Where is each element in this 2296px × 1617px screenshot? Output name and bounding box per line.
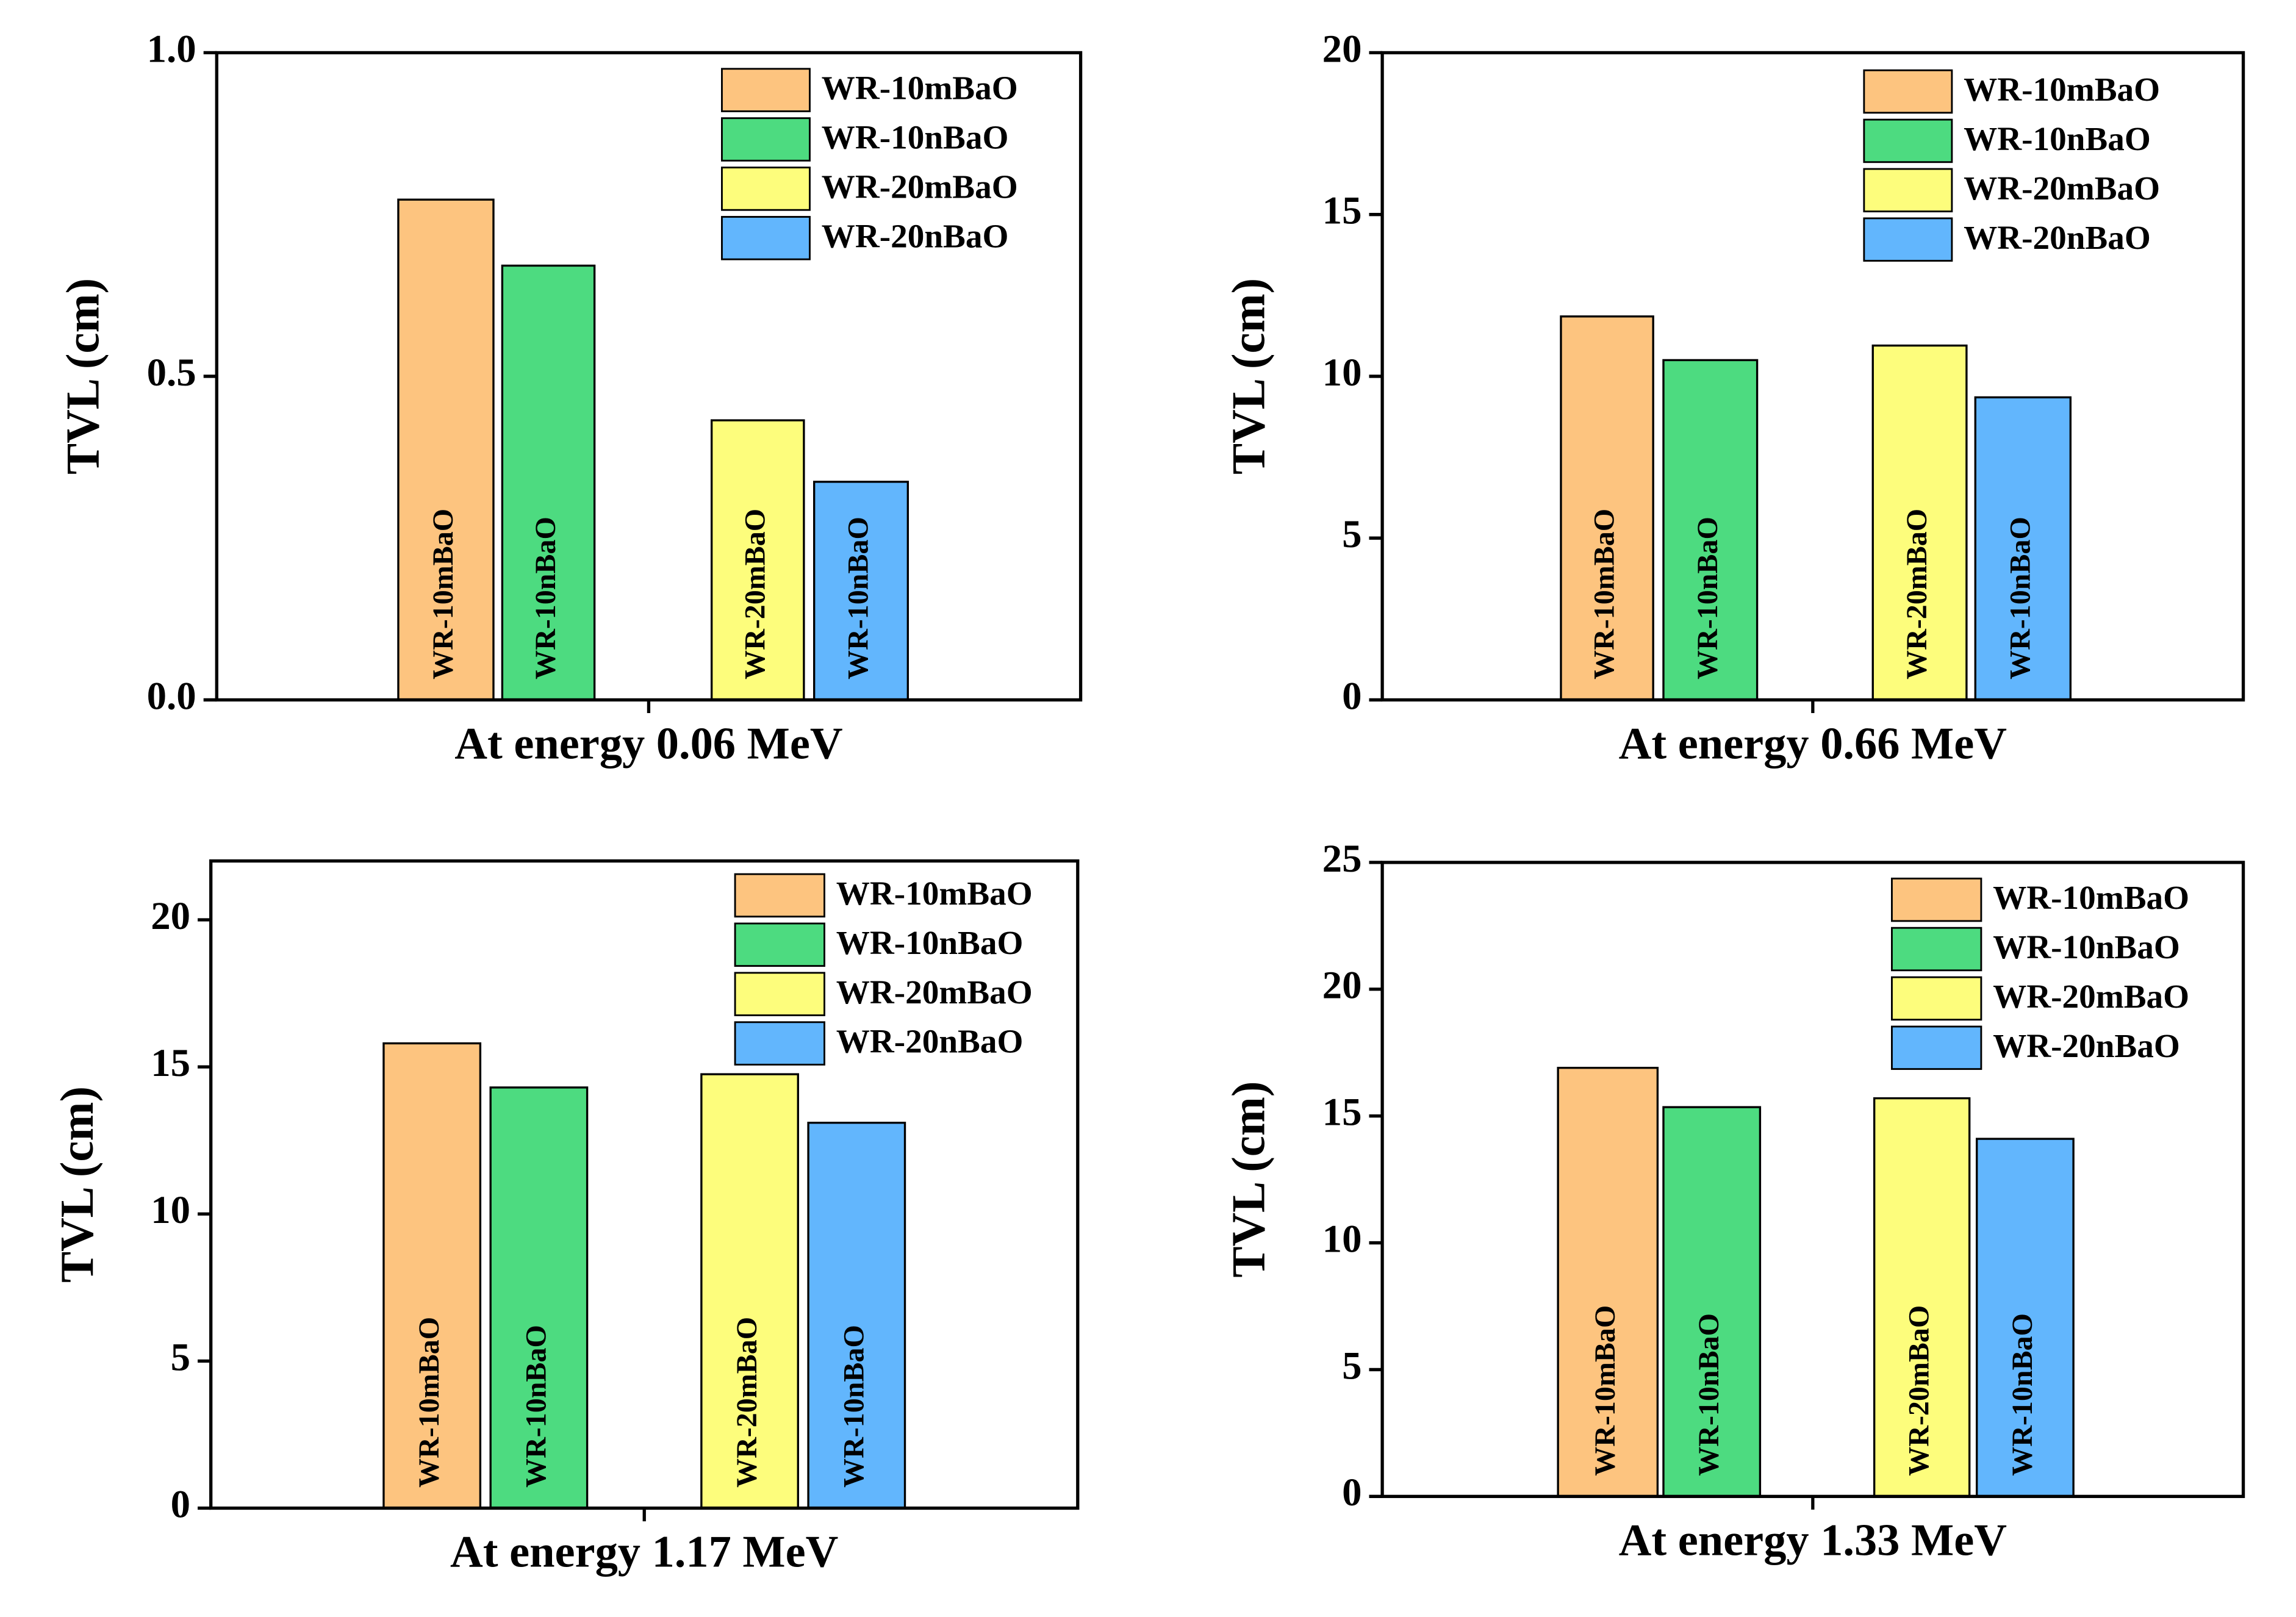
bar-wr-10nbao (489, 1086, 589, 1510)
bar-label: WR-20mBaO (731, 1317, 763, 1488)
legend-swatch (721, 167, 811, 211)
legend-swatch (734, 873, 825, 918)
x-axis-label: At energy 1.33 MeV (1619, 1515, 2007, 1565)
legend-swatch (1891, 976, 1982, 1021)
bar-wr-10mbao (382, 1042, 482, 1510)
y-tick-label: 20 (1322, 964, 1362, 1008)
y-tick-label: 0 (1342, 674, 1361, 718)
legend-swatch (1891, 927, 1982, 972)
y-tick-label: 1.0 (147, 27, 196, 71)
bar-label: WR-20mBaO (1903, 1305, 1935, 1476)
bar-wr-20nbao (807, 1122, 906, 1510)
y-tick-label: 10 (151, 1188, 190, 1232)
y-tick-label: 20 (151, 894, 190, 938)
y-tick-label: 15 (1322, 1091, 1362, 1135)
bar-label: WR-10nBaO (1693, 1313, 1725, 1476)
legend-swatch (734, 972, 825, 1016)
bar-label: WR-10nBaO (529, 517, 562, 679)
bar-label: WR-10mBaO (1589, 1305, 1621, 1476)
bar-label: WR-10mBaO (1588, 509, 1621, 679)
legend-swatch (721, 68, 811, 112)
bar-wr-10mbao (397, 198, 495, 701)
legend-swatch (1863, 69, 1953, 114)
y-tick-label: 20 (1322, 27, 1362, 71)
legend-label: WR-10mBaO (822, 70, 1018, 107)
bar-wr-10mbao (1557, 1066, 1659, 1498)
legend-label: WR-10nBaO (822, 119, 1009, 156)
bar-label: WR-10mBaO (413, 1317, 445, 1488)
bar-wr-20nbao (813, 481, 909, 701)
y-axis-label: TVL (cm) (1222, 1081, 1274, 1278)
legend-swatch (734, 1021, 825, 1066)
y-tick-label: 10 (1322, 1217, 1362, 1261)
y-tick-label: 0 (171, 1482, 190, 1526)
chart-panel-1: WR-10mBaO WR-10nBaO WR-20mBaO WR-10nBaO 0.0 0… (57, 27, 1083, 769)
bar-wr-20mbao (1871, 344, 1968, 701)
bar-wr-10nbao (1662, 359, 1759, 701)
bar-label: WR-10nBaO (838, 1325, 870, 1488)
y-tick-label: 5 (1342, 1344, 1361, 1388)
bar-wr-10nbao (1662, 1106, 1762, 1498)
bar-wr-20nbao (1974, 396, 2072, 701)
legend-label: WR-10mBaO (836, 875, 1033, 912)
legend-label: WR-10nBaO (1993, 928, 2180, 966)
y-tick-label: 0.5 (147, 351, 196, 395)
legend-label: WR-20mBaO (822, 168, 1018, 205)
y-tick-label: 5 (1342, 512, 1361, 556)
y-tick-label: 0 (1342, 1471, 1361, 1515)
bar-label: WR-20mBaO (739, 509, 771, 679)
legend-swatch (1863, 118, 1953, 163)
legend-label: WR-20mBaO (836, 973, 1033, 1011)
y-tick-label: 10 (1322, 351, 1362, 395)
legend-label: WR-20mBaO (1993, 978, 2189, 1015)
bar-label: WR-10nBaO (1692, 517, 1724, 679)
chart-panel-4: WR-10mBaO WR-10nBaO WR-20mBaO WR-10nBaO 0 5 10… (1222, 837, 2245, 1565)
bar-label: WR-10nBaO (842, 517, 875, 679)
legend-swatch (721, 216, 811, 260)
y-tick-label: 25 (1322, 837, 1362, 881)
y-axis-label: TVL (cm) (1222, 278, 1274, 475)
legend-label: WR-10mBaO (1964, 71, 2160, 108)
bar-wr-10nbao (501, 264, 596, 701)
y-axis-label: TVL (cm) (51, 1086, 103, 1283)
y-axis-label: TVL (cm) (57, 278, 109, 475)
chart-panel-2: WR-10mBaO WR-10nBaO WR-20mBaO WR-10nBaO 0 5 10… (1222, 27, 2245, 769)
legend-label: WR-20nBaO (1964, 219, 2151, 256)
bar-label: WR-20mBaO (1901, 509, 1933, 679)
x-axis-label: At energy 0.06 MeV (454, 719, 842, 769)
legend-swatch (1863, 217, 1953, 262)
legend-label: WR-20mBaO (1964, 170, 2160, 207)
bar-label: WR-10mBaO (427, 509, 459, 679)
bar-wr-20mbao (710, 419, 805, 701)
y-tick-label: 15 (1322, 189, 1362, 233)
x-axis-label: At energy 0.66 MeV (1619, 719, 2007, 769)
legend-label: WR-10nBaO (836, 924, 1024, 961)
bar-label: WR-10nBaO (520, 1325, 552, 1488)
legend-label: WR-20nBaO (836, 1023, 1024, 1060)
legend-label: WR-10nBaO (1964, 120, 2151, 157)
bar-label: WR-10nBaO (2004, 517, 2036, 679)
y-tick-label: 15 (151, 1041, 190, 1085)
x-axis-label: At energy 1.17 MeV (450, 1527, 838, 1577)
chart-panel-3: WR-10mBaO WR-10nBaO WR-20mBaO WR-10nBaO 0 5 10… (51, 859, 1080, 1577)
bar-wr-20mbao (1873, 1097, 1971, 1498)
legend-swatch (1891, 1025, 1982, 1070)
bar-label: WR-10nBaO (2006, 1313, 2039, 1476)
legend-swatch (721, 117, 811, 162)
legend-swatch (1891, 877, 1982, 922)
legend-label: WR-10mBaO (1993, 879, 2189, 916)
y-tick-label: 0.0 (147, 674, 196, 718)
y-tick-label: 5 (171, 1335, 190, 1379)
bar-wr-10mbao (1560, 315, 1654, 701)
legend-label: WR-20nBaO (822, 217, 1009, 254)
legend-swatch (734, 922, 825, 967)
bar-wr-20nbao (1976, 1138, 2075, 1498)
legend-swatch (1863, 168, 1953, 213)
legend-label: WR-20nBaO (1993, 1027, 2180, 1064)
